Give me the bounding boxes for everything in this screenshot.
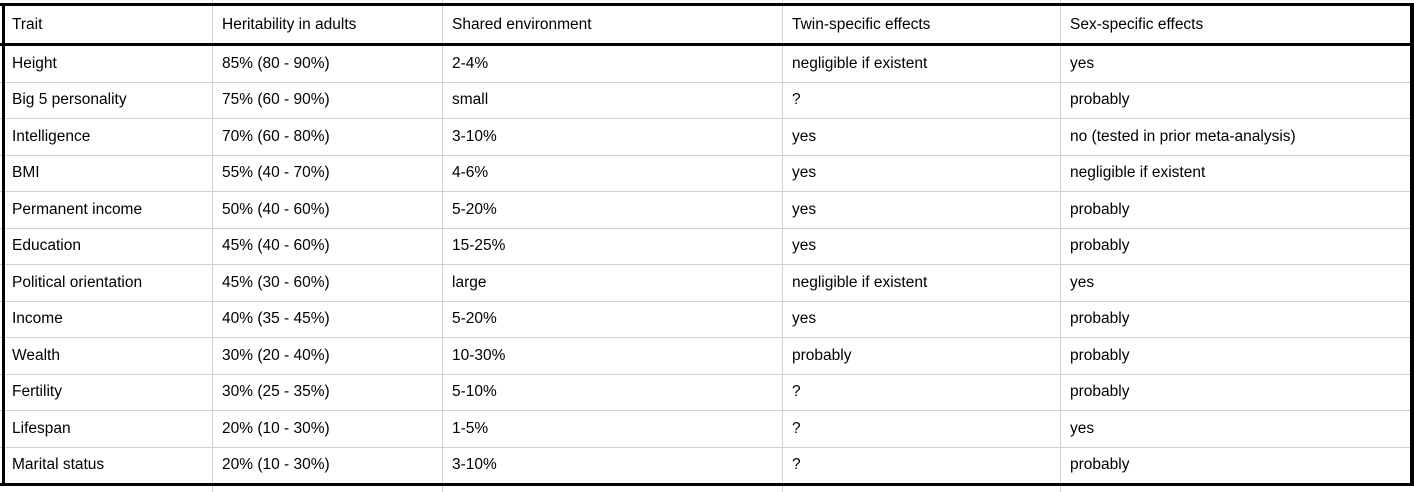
cell-heritability[interactable]: 85% (80 - 90%) xyxy=(222,54,330,72)
cell-twin-specific[interactable]: ? xyxy=(792,383,801,401)
column-header-sex-specific[interactable]: Sex-specific effects xyxy=(1070,16,1204,33)
cell-heritability[interactable]: 45% (30 - 60%) xyxy=(222,273,330,291)
gridline-col-twin-sex xyxy=(1060,0,1061,492)
cell-twin-specific[interactable]: probably xyxy=(792,346,852,364)
cell-trait[interactable]: Intelligence xyxy=(12,127,91,145)
cell-trait[interactable]: Income xyxy=(12,310,63,328)
cell-shared-environment[interactable]: 2-4% xyxy=(452,54,489,72)
cell-sex-specific[interactable]: yes xyxy=(1070,54,1095,72)
cell-heritability[interactable]: 45% (40 - 60%) xyxy=(222,237,330,255)
table-body: Height 85% (80 - 90%) 2-4% negligible if… xyxy=(0,46,1414,483)
cell-shared-environment[interactable]: 1-5% xyxy=(452,419,489,437)
cell-heritability[interactable]: 30% (20 - 40%) xyxy=(222,346,330,364)
cell-trait[interactable]: Marital status xyxy=(12,456,105,474)
cell-trait[interactable]: Lifespan xyxy=(12,419,71,437)
cell-heritability[interactable]: 30% (25 - 35%) xyxy=(222,383,330,401)
cell-heritability[interactable]: 20% (10 - 30%) xyxy=(222,419,330,437)
cell-twin-specific[interactable]: yes xyxy=(792,127,817,145)
cell-sex-specific[interactable]: yes xyxy=(1070,419,1095,437)
cell-shared-environment[interactable]: large xyxy=(452,273,487,291)
gridline-col-trait-heritability xyxy=(212,0,213,492)
column-header-heritability[interactable]: Heritability in adults xyxy=(222,16,357,33)
cell-sex-specific[interactable]: probably xyxy=(1070,456,1130,474)
cell-twin-specific[interactable]: yes xyxy=(792,237,817,255)
table-row: Height 85% (80 - 90%) 2-4% negligible if… xyxy=(0,46,1414,83)
cell-twin-specific[interactable]: ? xyxy=(792,91,801,109)
cell-sex-specific[interactable]: no (tested in prior meta-analysis) xyxy=(1070,127,1296,145)
table-border-header-separator xyxy=(0,43,1414,46)
cell-shared-environment[interactable]: 15-25% xyxy=(452,237,506,255)
cell-trait[interactable]: BMI xyxy=(12,164,40,182)
cell-sex-specific[interactable]: probably xyxy=(1070,237,1130,255)
cell-trait[interactable]: Wealth xyxy=(12,346,60,364)
cell-trait[interactable]: Political orientation xyxy=(12,273,143,291)
cell-shared-environment[interactable]: small xyxy=(452,91,489,109)
table-row: Wealth 30% (20 - 40%) 10-30% probably pr… xyxy=(0,338,1414,375)
table-border-top xyxy=(0,3,1414,6)
cell-sex-specific[interactable]: probably xyxy=(1070,310,1130,328)
table-row: Big 5 personality 75% (60 - 90%) small ?… xyxy=(0,83,1414,119)
table-row: Marital status 20% (10 - 30%) 3-10% ? pr… xyxy=(0,448,1414,484)
cell-twin-specific[interactable]: yes xyxy=(792,200,817,218)
cell-trait[interactable]: Permanent income xyxy=(12,200,143,218)
cell-trait[interactable]: Big 5 personality xyxy=(12,91,127,109)
gridline-col-shared-twin xyxy=(782,0,783,492)
cell-shared-environment[interactable]: 5-20% xyxy=(452,310,497,328)
cell-trait[interactable]: Height xyxy=(12,54,57,72)
cell-twin-specific[interactable]: ? xyxy=(792,456,801,474)
cell-twin-specific[interactable]: yes xyxy=(792,310,817,328)
column-header-shared-environment[interactable]: Shared environment xyxy=(452,16,592,33)
cell-heritability[interactable]: 70% (60 - 80%) xyxy=(222,127,330,145)
cell-twin-specific[interactable]: ? xyxy=(792,419,801,437)
cell-heritability[interactable]: 55% (40 - 70%) xyxy=(222,164,330,182)
cell-sex-specific[interactable]: probably xyxy=(1070,200,1130,218)
column-header-trait[interactable]: Trait xyxy=(12,16,43,33)
cell-twin-specific[interactable]: negligible if existent xyxy=(792,273,928,291)
cell-shared-environment[interactable]: 10-30% xyxy=(452,346,506,364)
cell-heritability[interactable]: 20% (10 - 30%) xyxy=(222,456,330,474)
cell-sex-specific[interactable]: yes xyxy=(1070,273,1095,291)
cell-shared-environment[interactable]: 5-20% xyxy=(452,200,497,218)
cell-sex-specific[interactable]: probably xyxy=(1070,91,1130,109)
cell-shared-environment[interactable]: 3-10% xyxy=(452,127,497,145)
cell-shared-environment[interactable]: 3-10% xyxy=(452,456,497,474)
cell-sex-specific[interactable]: probably xyxy=(1070,383,1130,401)
column-header-twin-specific[interactable]: Twin-specific effects xyxy=(792,16,931,33)
table-border-right xyxy=(1410,3,1414,486)
table-row: Income 40% (35 - 45%) 5-20% yes probably xyxy=(0,302,1414,338)
cell-heritability[interactable]: 50% (40 - 60%) xyxy=(222,200,330,218)
table-row: Permanent income 50% (40 - 60%) 5-20% ye… xyxy=(0,192,1414,229)
cell-shared-environment[interactable]: 5-10% xyxy=(452,383,497,401)
table-row: Political orientation 45% (30 - 60%) lar… xyxy=(0,265,1414,302)
table-row: Education 45% (40 - 60%) 15-25% yes prob… xyxy=(0,229,1414,265)
gridline-col-heritability-shared xyxy=(442,0,443,492)
table-row: Intelligence 70% (60 - 80%) 3-10% yes no… xyxy=(0,119,1414,156)
table-border-left xyxy=(2,3,5,486)
cell-trait[interactable]: Fertility xyxy=(12,383,62,401)
table-header-row: Trait Heritability in adults Shared envi… xyxy=(0,7,1414,43)
cell-heritability[interactable]: 75% (60 - 90%) xyxy=(222,91,330,109)
cell-shared-environment[interactable]: 4-6% xyxy=(452,164,489,182)
table-row: Fertility 30% (25 - 35%) 5-10% ? probabl… xyxy=(0,375,1414,411)
cell-heritability[interactable]: 40% (35 - 45%) xyxy=(222,310,330,328)
cell-sex-specific[interactable]: negligible if existent xyxy=(1070,164,1206,182)
cell-trait[interactable]: Education xyxy=(12,237,81,255)
cell-twin-specific[interactable]: yes xyxy=(792,164,817,182)
table-row: BMI 55% (40 - 70%) 4-6% yes negligible i… xyxy=(0,156,1414,192)
cell-sex-specific[interactable]: probably xyxy=(1070,346,1130,364)
cell-twin-specific[interactable]: negligible if existent xyxy=(792,54,928,72)
table-border-bottom xyxy=(0,483,1414,486)
table-row: Lifespan 20% (10 - 30%) 1-5% ? yes xyxy=(0,411,1414,448)
